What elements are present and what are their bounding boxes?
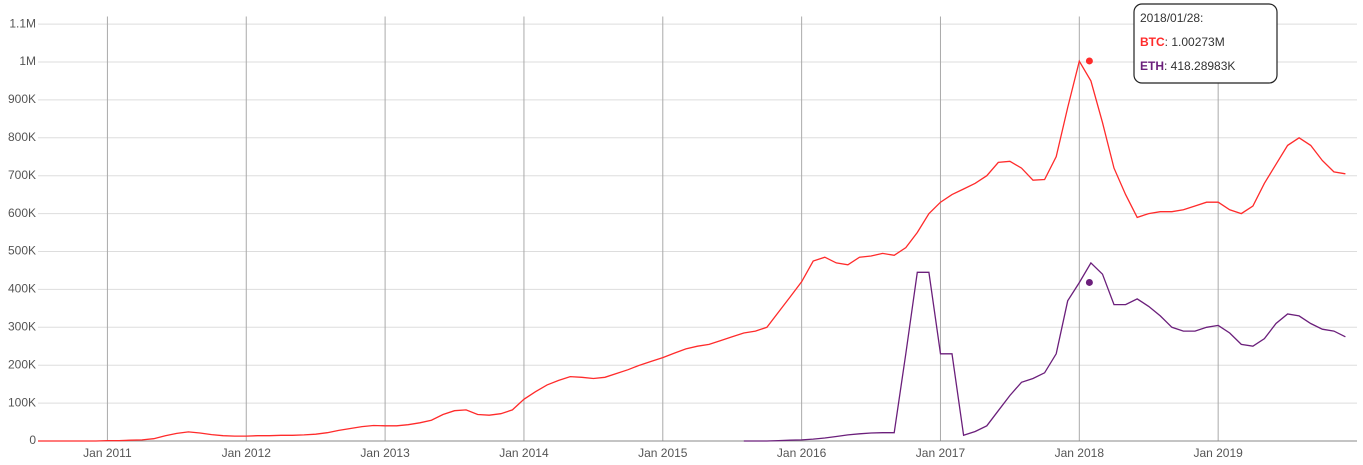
tooltip-row: BTC: 1.00273M — [1140, 35, 1225, 49]
tooltip: 2018/01/28: BTC: 1.00273M ETH: 418.28983K — [1133, 3, 1278, 84]
x-tick-label: Jan 2016 — [777, 446, 827, 460]
x-tick-label: Jan 2017 — [916, 446, 966, 460]
x-tick-label: Jan 2015 — [638, 446, 688, 460]
y-tick-label: 900K — [8, 92, 36, 106]
y-tick-label: 100K — [8, 395, 36, 409]
y-tick-label: 1.1M — [9, 16, 36, 30]
y-tick-label: 300K — [8, 319, 36, 333]
x-tick-label: Jan 2011 — [83, 446, 132, 460]
series-line — [38, 59, 1346, 442]
x-tick-label: Jan 2013 — [360, 446, 410, 460]
tooltip-series-name: BTC — [1140, 35, 1165, 49]
tooltip-row: ETH: 418.28983K — [1140, 59, 1235, 73]
y-tick-label: 400K — [8, 282, 36, 296]
y-tick-label: 700K — [8, 168, 36, 182]
y-tick-label: 600K — [8, 206, 36, 220]
tooltip-separator: : — [1164, 59, 1171, 73]
series-line — [743, 261, 1346, 442]
tooltip-series-name: ETH — [1140, 59, 1164, 73]
y-tick-label: 800K — [8, 130, 36, 144]
tooltip-separator: : — [1165, 35, 1172, 49]
y-tick-label: 200K — [8, 357, 36, 371]
y-tick-label: 500K — [8, 244, 36, 258]
y-tick-label: 0 — [29, 433, 36, 447]
hover-point — [1085, 278, 1093, 286]
x-tick-label: Jan 2014 — [499, 446, 549, 460]
tooltip-title: 2018/01/28: — [1140, 11, 1203, 25]
x-tick-label: Jan 2018 — [1055, 446, 1105, 460]
tooltip-box — [1133, 3, 1278, 84]
tooltip-value: 418.28983K — [1171, 59, 1236, 73]
tooltip-value: 1.00273M — [1171, 35, 1224, 49]
hover-point — [1085, 57, 1093, 65]
y-tick-label: 1M — [19, 54, 36, 68]
x-tick-label: Jan 2012 — [222, 446, 272, 460]
x-tick-label: Jan 2019 — [1193, 446, 1243, 460]
